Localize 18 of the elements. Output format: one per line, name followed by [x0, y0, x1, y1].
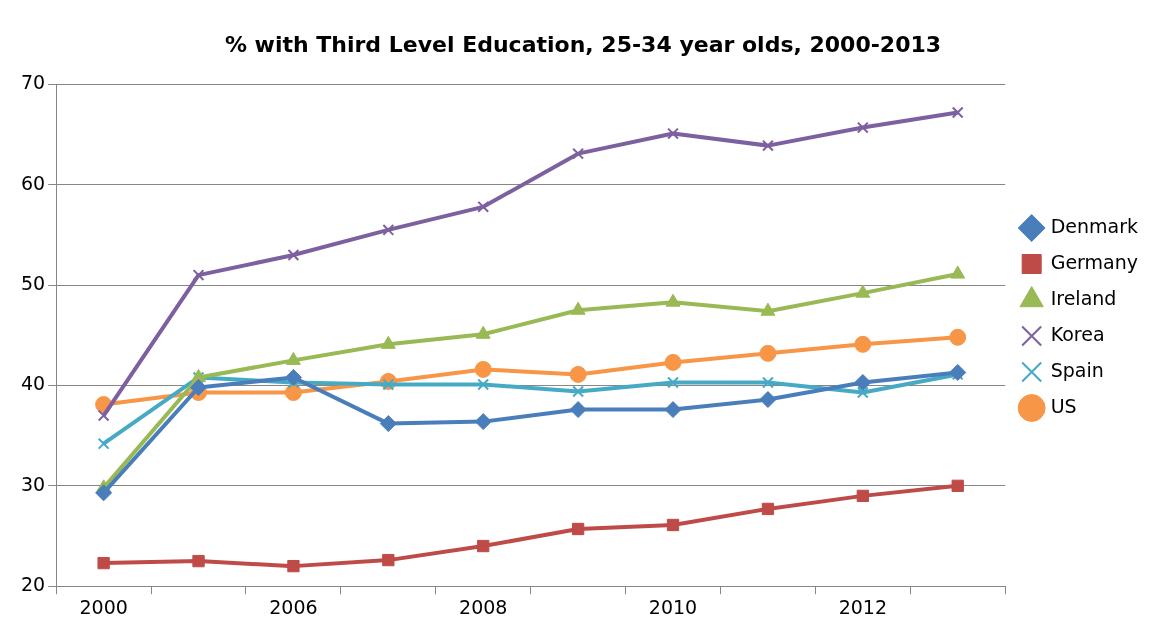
y-tick-label: 40	[20, 372, 46, 395]
chart-title: % with Third Level Education, 25-34 year olds, 2000-2013	[224, 31, 942, 57]
legend-label: Korea	[1050, 322, 1105, 345]
y-tick-label: 20	[20, 573, 46, 596]
y-tick-label: 30	[20, 472, 46, 495]
y-tick-label: 50	[20, 272, 46, 295]
y-tick-label: 60	[20, 171, 46, 194]
legend-label: Ireland	[1050, 286, 1117, 309]
legend-label: Germany	[1050, 250, 1138, 273]
x-tick-label: 2000	[79, 595, 128, 618]
x-tick-label: 2010	[648, 595, 698, 618]
x-tick-label: 2006	[269, 595, 318, 618]
legend-label: US	[1050, 394, 1077, 417]
legend-label: Spain	[1050, 358, 1104, 381]
x-tick-label: 2008	[459, 595, 508, 618]
x-tick-label: 2012	[838, 595, 887, 618]
y-tick-label: 70	[20, 71, 46, 94]
legend-label: Denmark	[1050, 214, 1138, 237]
